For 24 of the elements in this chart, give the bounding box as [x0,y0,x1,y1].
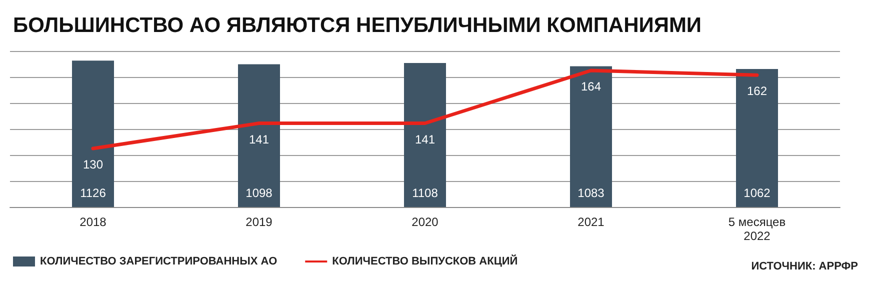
bar [736,68,778,207]
x-tick-label: 2019 [246,215,273,229]
bar [238,64,280,207]
data-label: 1126 [80,186,106,200]
legend-label: КОЛИЧЕСТВО ВЫПУСКОВ АКЦИЙ [332,254,518,268]
bar [404,62,446,207]
data-label: 1098 [246,186,273,200]
text: ИСТОЧНИК: АРРФР [751,260,858,272]
legend-label: КОЛИЧЕСТВО ЗАРЕГИСТРИРОВАННЫХ АО [40,256,278,268]
data-label: 1062 [744,186,771,200]
data-label: 130 [82,158,104,172]
chart-title: БОЛЬШИНСТВО АО ЯВЛЯЮТСЯ НЕПУБЛИЧНЫМИ КОМПАНИЯМИ [13,14,702,37]
x-tick-label: 2020 [412,215,439,229]
data-label: 141 [248,132,270,146]
data-label: 141 [414,132,436,146]
data-label: 164 [580,80,602,94]
data-label: 1083 [578,186,605,200]
bar [72,60,114,207]
x-tick-label: 2021 [578,215,605,229]
data-label: 162 [746,84,768,98]
x-tick-label: 2018 [80,215,107,229]
data-label: 1108 [412,186,438,200]
x-tick-label: 5 месяцев 2022 [728,215,786,243]
bar [570,66,612,207]
